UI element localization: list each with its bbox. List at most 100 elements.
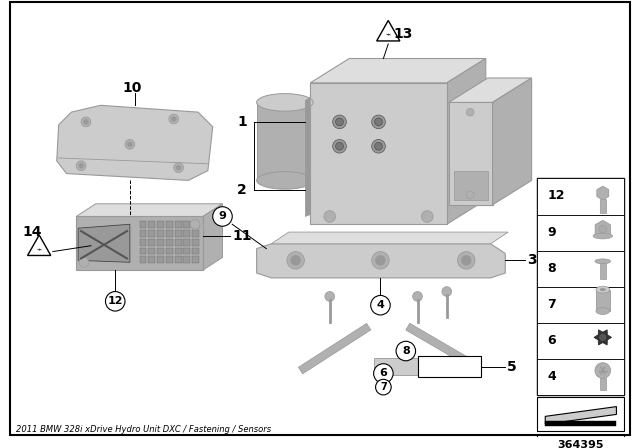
Circle shape [467,108,474,116]
Text: 4: 4 [376,300,385,310]
Circle shape [376,379,391,395]
Text: 4: 4 [547,370,556,383]
Bar [538,287,624,323]
Bar [184,239,190,246]
Ellipse shape [596,308,610,314]
Circle shape [461,255,471,265]
Text: 6: 6 [380,368,387,379]
Circle shape [442,287,452,297]
Polygon shape [595,220,611,238]
Bar [449,103,493,205]
Polygon shape [78,224,130,262]
Text: ⌁: ⌁ [386,30,391,39]
Bar [538,323,624,359]
Bar [166,221,173,228]
Circle shape [599,225,607,233]
Ellipse shape [257,172,313,189]
Circle shape [396,341,415,361]
Circle shape [421,211,433,222]
Text: ⌁: ⌁ [36,245,42,254]
Circle shape [106,292,125,311]
Bar [175,239,182,246]
Text: 9: 9 [218,211,227,221]
Circle shape [372,252,389,269]
Circle shape [324,211,335,222]
Text: 12: 12 [108,296,123,306]
Bar [538,215,624,250]
Text: 6: 6 [547,334,556,347]
Bar [157,230,164,237]
Circle shape [176,165,181,170]
Bar [600,199,605,212]
Circle shape [172,116,176,121]
Circle shape [169,114,179,124]
Ellipse shape [595,259,611,264]
Bar [148,248,156,254]
Bar [600,263,605,279]
Text: 8: 8 [547,262,556,275]
Text: 10: 10 [122,81,141,95]
Circle shape [458,252,475,269]
Text: 12: 12 [547,190,564,202]
Bar [166,239,173,246]
Circle shape [291,255,301,265]
Polygon shape [57,105,212,181]
Bar [184,221,190,228]
Polygon shape [257,244,505,278]
Bar [184,230,190,237]
Bar [148,256,156,263]
Polygon shape [493,78,532,205]
Bar [454,171,488,200]
Bar [157,239,164,246]
Circle shape [79,258,89,267]
Bar [596,289,610,311]
Bar [166,230,173,237]
Bar [140,230,147,237]
Bar [166,248,173,254]
Text: 11: 11 [232,229,252,243]
Bar [192,256,199,263]
Ellipse shape [257,94,313,111]
Circle shape [595,363,611,378]
Bar [140,239,147,246]
Text: 1: 1 [237,115,247,129]
Circle shape [84,120,88,125]
Polygon shape [305,98,310,216]
Bar [140,248,147,254]
Circle shape [374,142,383,150]
Circle shape [173,163,184,172]
Bar [148,230,156,237]
Text: 2011 BMW 328i xDrive Hydro Unit DXC / Fastening / Sensors: 2011 BMW 328i xDrive Hydro Unit DXC / Fa… [16,425,271,434]
Circle shape [372,139,385,153]
Circle shape [413,292,422,302]
Bar [175,230,182,237]
Circle shape [81,117,91,127]
Polygon shape [203,204,223,270]
Circle shape [76,161,86,171]
Circle shape [212,207,232,226]
Polygon shape [28,235,51,255]
Bar [600,378,605,390]
Circle shape [374,364,393,383]
Circle shape [374,118,383,126]
Bar [175,248,182,254]
Polygon shape [545,407,616,424]
Bar [76,216,203,270]
Circle shape [335,118,344,126]
Bar [310,83,447,224]
Circle shape [190,220,200,229]
Text: 14: 14 [22,225,42,239]
Bar [192,239,199,246]
Circle shape [371,295,390,315]
Bar [157,248,164,254]
Bar [374,358,452,375]
Circle shape [333,139,346,153]
Bar [192,221,199,228]
Bar [538,178,624,215]
Ellipse shape [600,288,605,291]
Polygon shape [377,21,400,41]
Bar [148,221,156,228]
Polygon shape [76,204,223,216]
Circle shape [325,292,335,302]
Bar [257,103,313,181]
